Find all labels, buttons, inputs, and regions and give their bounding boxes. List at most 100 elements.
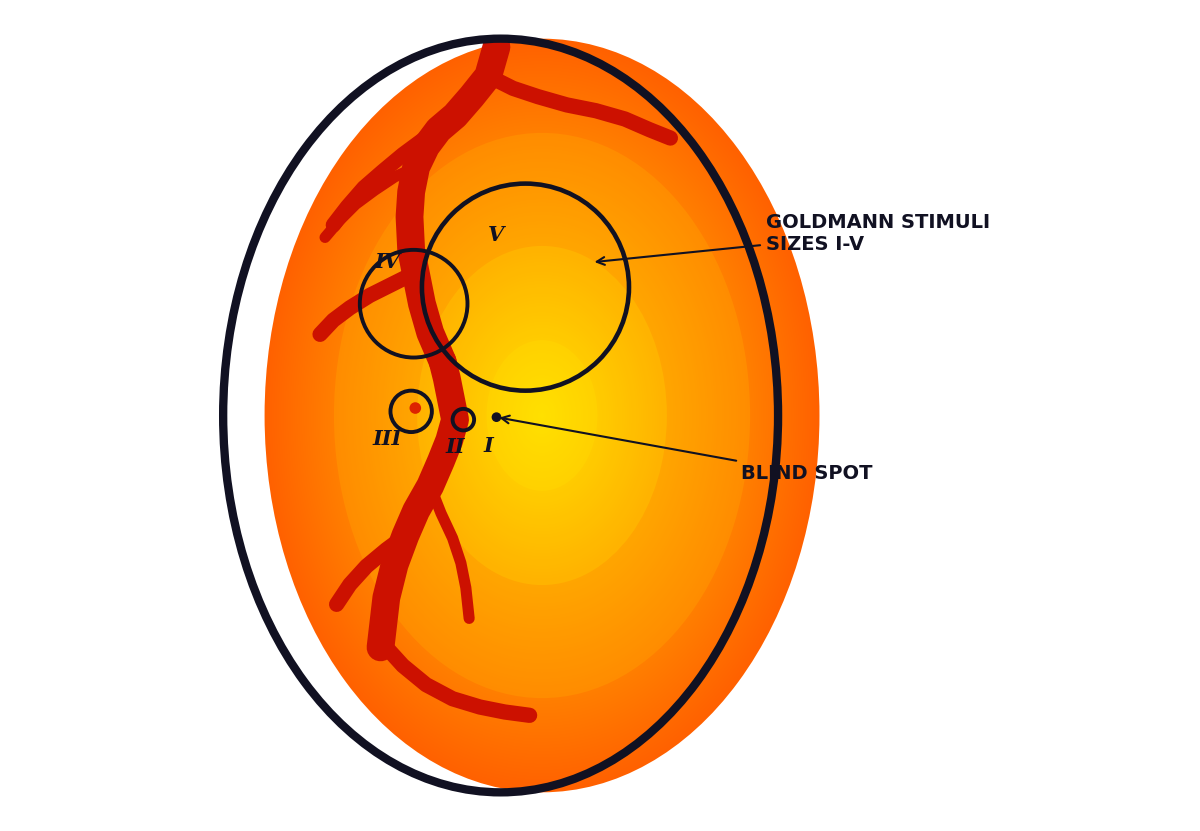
- Ellipse shape: [468, 315, 616, 516]
- Ellipse shape: [264, 39, 820, 792]
- Ellipse shape: [383, 199, 702, 632]
- Ellipse shape: [488, 343, 595, 488]
- Ellipse shape: [518, 384, 565, 447]
- Ellipse shape: [366, 177, 718, 654]
- Ellipse shape: [380, 195, 704, 636]
- Ellipse shape: [316, 108, 769, 723]
- Ellipse shape: [498, 356, 586, 475]
- Ellipse shape: [475, 324, 610, 507]
- Ellipse shape: [343, 145, 740, 686]
- Ellipse shape: [301, 89, 782, 742]
- Text: II: II: [445, 437, 464, 457]
- Ellipse shape: [515, 378, 570, 453]
- Ellipse shape: [496, 352, 588, 479]
- Ellipse shape: [486, 340, 598, 491]
- Ellipse shape: [341, 142, 743, 689]
- Ellipse shape: [326, 124, 757, 707]
- Ellipse shape: [286, 67, 799, 764]
- Ellipse shape: [415, 243, 670, 588]
- Ellipse shape: [452, 293, 632, 538]
- Ellipse shape: [334, 133, 750, 698]
- Ellipse shape: [463, 309, 620, 522]
- Ellipse shape: [403, 227, 680, 604]
- Ellipse shape: [390, 209, 695, 622]
- Ellipse shape: [540, 412, 545, 419]
- Ellipse shape: [512, 375, 572, 456]
- Ellipse shape: [323, 117, 762, 714]
- Text: V: V: [487, 225, 504, 245]
- Ellipse shape: [426, 258, 658, 573]
- Ellipse shape: [364, 174, 720, 657]
- Ellipse shape: [493, 350, 590, 481]
- Ellipse shape: [304, 92, 780, 739]
- Ellipse shape: [436, 271, 648, 560]
- Ellipse shape: [368, 180, 715, 651]
- Ellipse shape: [359, 167, 725, 664]
- Ellipse shape: [385, 202, 700, 629]
- Ellipse shape: [274, 52, 810, 779]
- Ellipse shape: [456, 299, 628, 532]
- Ellipse shape: [358, 165, 727, 666]
- Ellipse shape: [350, 155, 734, 676]
- Ellipse shape: [336, 136, 748, 695]
- Ellipse shape: [299, 86, 785, 745]
- Ellipse shape: [329, 126, 755, 705]
- Ellipse shape: [406, 230, 678, 601]
- Ellipse shape: [521, 387, 563, 444]
- Ellipse shape: [470, 318, 613, 513]
- Ellipse shape: [533, 403, 551, 428]
- Ellipse shape: [413, 239, 672, 592]
- Text: I: I: [484, 436, 493, 456]
- Ellipse shape: [418, 246, 667, 585]
- Text: GOLDMANN STIMULI
SIZES I-V: GOLDMANN STIMULI SIZES I-V: [596, 213, 990, 265]
- Ellipse shape: [396, 218, 688, 613]
- Ellipse shape: [391, 211, 692, 620]
- Ellipse shape: [283, 64, 800, 767]
- Ellipse shape: [523, 391, 560, 440]
- Ellipse shape: [420, 249, 665, 582]
- Ellipse shape: [388, 205, 697, 626]
- Ellipse shape: [535, 406, 548, 425]
- Ellipse shape: [461, 306, 623, 525]
- Ellipse shape: [480, 331, 605, 500]
- Ellipse shape: [271, 48, 812, 783]
- Circle shape: [492, 413, 500, 421]
- Ellipse shape: [313, 105, 770, 726]
- Ellipse shape: [466, 312, 618, 519]
- Ellipse shape: [503, 362, 581, 469]
- Ellipse shape: [500, 359, 583, 472]
- Ellipse shape: [325, 120, 760, 711]
- Text: IV: IV: [374, 253, 401, 273]
- Ellipse shape: [308, 98, 775, 733]
- Ellipse shape: [482, 334, 602, 497]
- Ellipse shape: [288, 70, 797, 761]
- Ellipse shape: [438, 274, 646, 557]
- Ellipse shape: [440, 278, 643, 553]
- Ellipse shape: [528, 396, 556, 435]
- Ellipse shape: [378, 193, 706, 638]
- Ellipse shape: [311, 101, 773, 730]
- Ellipse shape: [353, 158, 732, 673]
- Ellipse shape: [306, 96, 778, 735]
- Ellipse shape: [373, 186, 710, 645]
- Ellipse shape: [278, 57, 805, 774]
- Ellipse shape: [361, 170, 722, 661]
- Ellipse shape: [473, 322, 611, 509]
- Ellipse shape: [401, 224, 683, 607]
- Ellipse shape: [398, 221, 685, 610]
- Ellipse shape: [394, 214, 690, 617]
- Ellipse shape: [478, 327, 607, 504]
- Ellipse shape: [448, 287, 637, 544]
- Ellipse shape: [458, 302, 625, 529]
- Ellipse shape: [266, 42, 817, 789]
- Ellipse shape: [433, 268, 650, 563]
- Ellipse shape: [296, 82, 787, 749]
- Ellipse shape: [320, 114, 764, 717]
- Ellipse shape: [526, 394, 558, 437]
- Ellipse shape: [508, 368, 577, 463]
- Ellipse shape: [454, 296, 630, 535]
- Text: III: III: [372, 429, 402, 449]
- Ellipse shape: [331, 130, 752, 701]
- Ellipse shape: [485, 337, 600, 494]
- Ellipse shape: [505, 366, 580, 465]
